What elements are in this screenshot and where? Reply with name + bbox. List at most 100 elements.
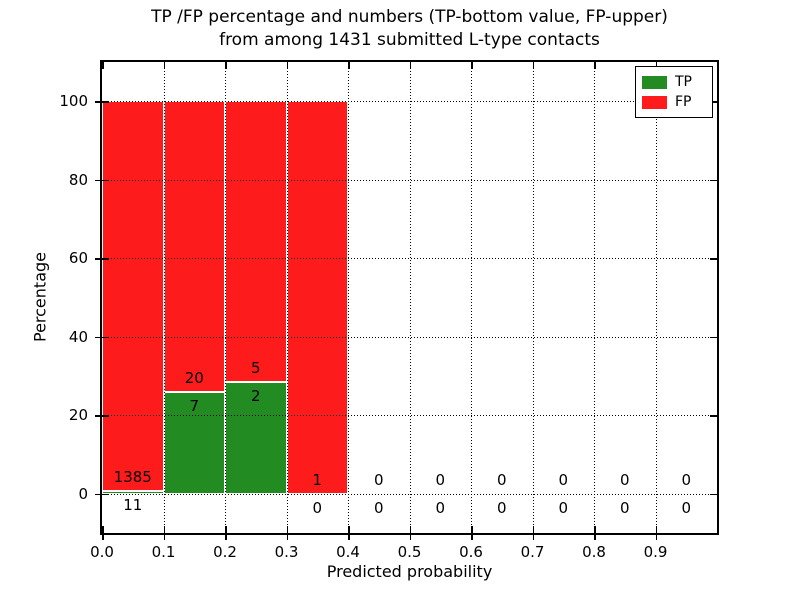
tp-count-label: 2 xyxy=(250,386,261,405)
y-tick-mark-right xyxy=(710,258,717,260)
x-tick-mark-top xyxy=(163,62,165,69)
tp-bar xyxy=(163,391,225,494)
x-tick-stub xyxy=(102,535,104,540)
x-gridline xyxy=(225,62,226,533)
x-tick-stub xyxy=(225,535,227,540)
y-tick-mark-right xyxy=(710,179,717,182)
y-tick-label: 60 xyxy=(68,249,88,268)
x-tick-mark xyxy=(471,526,473,533)
x-tick-mark xyxy=(532,526,534,533)
x-tick-label: 0.2 xyxy=(213,543,237,561)
chart-title: TP /FP percentage and numbers (TP-bottom… xyxy=(100,6,719,52)
x-tick-label: 0.8 xyxy=(582,543,606,561)
x-tick-label: 0.9 xyxy=(643,543,668,561)
fp-legend-swatch xyxy=(642,95,667,109)
plot-canvas: 1385 11 20 7 5 2 1 0 0 0 0 0 0 0 0 0 0 0 0 0 xyxy=(102,62,717,533)
x-gridline xyxy=(348,62,349,533)
y-tick-stub xyxy=(95,101,100,103)
legend-entry-fp: FP xyxy=(642,92,706,112)
x-tick-mark-top xyxy=(409,62,411,69)
fp-bar xyxy=(286,101,348,494)
x-gridline xyxy=(409,62,411,533)
tp-legend-label: TP xyxy=(675,74,692,90)
x-tick-mark-top xyxy=(348,62,350,69)
plot-area: 1385 11 20 7 5 2 1 0 0 0 0 0 0 0 0 0 0 0 0 0 TP FP xyxy=(100,60,719,535)
fp-bar xyxy=(102,101,164,491)
x-tick-label: 0.0 xyxy=(90,543,114,561)
tp-count-label: 0 xyxy=(619,498,630,517)
legend-entry-tp: TP xyxy=(642,72,706,92)
x-tick-mark xyxy=(225,526,227,533)
x-tick-stub xyxy=(409,535,411,540)
tp-count-label: 0 xyxy=(435,498,446,517)
x-tick-stub xyxy=(655,535,657,540)
tp-count-label: 0 xyxy=(681,498,692,517)
y-tick-stub xyxy=(95,415,100,417)
tp-count-label: 0 xyxy=(496,498,507,517)
x-tick-stub xyxy=(532,535,534,540)
x-tick-mark-top xyxy=(286,62,288,69)
x-tick-mark xyxy=(409,526,411,533)
fp-count-label: 0 xyxy=(435,470,446,489)
x-tick-label: 0.7 xyxy=(520,543,545,561)
x-gridline xyxy=(532,62,534,533)
x-tick-label: 0.5 xyxy=(397,543,422,561)
y-tick-mark-right xyxy=(710,336,717,339)
y-tick-label: 80 xyxy=(68,170,88,189)
x-tick-mark xyxy=(102,526,104,533)
x-tick-mark xyxy=(286,526,288,533)
tp-count-label: 0 xyxy=(312,498,323,517)
x-tick-mark xyxy=(655,526,657,533)
tp-bar xyxy=(102,490,164,494)
y-tick-label: 20 xyxy=(68,406,88,425)
x-tick-stub xyxy=(348,535,350,540)
x-tick-stub xyxy=(471,535,473,540)
fp-count-label: 0 xyxy=(681,470,692,489)
y-tick-stub xyxy=(95,258,100,260)
fp-count-label: 0 xyxy=(558,470,569,489)
y-tick-label: 100 xyxy=(59,92,88,111)
fp-bar xyxy=(163,101,225,392)
y-tick-stub xyxy=(95,336,100,339)
y-tick-stub xyxy=(95,179,100,182)
fp-count-label: 0 xyxy=(373,470,384,489)
fp-bar xyxy=(225,101,287,382)
x-tick-mark xyxy=(163,526,165,533)
y-tick-label: 0 xyxy=(78,484,88,503)
x-tick-stub xyxy=(286,535,288,540)
y-tick-mark xyxy=(102,415,109,417)
x-gridline xyxy=(655,62,657,533)
fp-legend-label: FP xyxy=(675,94,692,110)
x-gridline xyxy=(594,62,595,533)
y-tick-mark xyxy=(102,336,109,339)
fp-count-label: 1385 xyxy=(113,467,152,486)
tp-count-label: 7 xyxy=(189,396,200,415)
chart-title-line1: TP /FP percentage and numbers (TP-bottom… xyxy=(151,7,668,27)
y-tick-label: 40 xyxy=(68,327,88,346)
x-tick-mark-top xyxy=(471,62,473,69)
x-tick-mark xyxy=(348,526,350,533)
x-tick-stub xyxy=(594,535,596,540)
x-tick-label: 0.6 xyxy=(459,543,483,561)
x-tick-mark-top xyxy=(532,62,534,69)
x-tick-mark-top xyxy=(655,62,657,69)
y-tick-mark-right xyxy=(710,101,717,103)
x-tick-mark xyxy=(594,526,596,533)
legend: TP FP xyxy=(635,66,713,118)
fp-count-label: 20 xyxy=(184,368,204,387)
fp-count-label: 1 xyxy=(312,470,323,489)
y-tick-mark-right xyxy=(710,493,717,496)
fp-count-label: 0 xyxy=(619,470,630,489)
y-tick-mark xyxy=(102,101,109,103)
x-tick-label: 0.1 xyxy=(151,543,176,561)
y-tick-mark xyxy=(102,258,109,260)
y-tick-stub xyxy=(95,493,100,496)
y-tick-mark xyxy=(102,179,109,182)
y-tick-mark xyxy=(102,493,109,496)
fp-count-label: 0 xyxy=(496,470,507,489)
tp-legend-swatch xyxy=(642,75,667,89)
x-tick-stub xyxy=(163,535,165,540)
chart-title-line2: from among 1431 submitted L-type contact… xyxy=(219,30,600,50)
x-gridline xyxy=(286,62,288,533)
x-tick-mark-top xyxy=(102,62,104,69)
